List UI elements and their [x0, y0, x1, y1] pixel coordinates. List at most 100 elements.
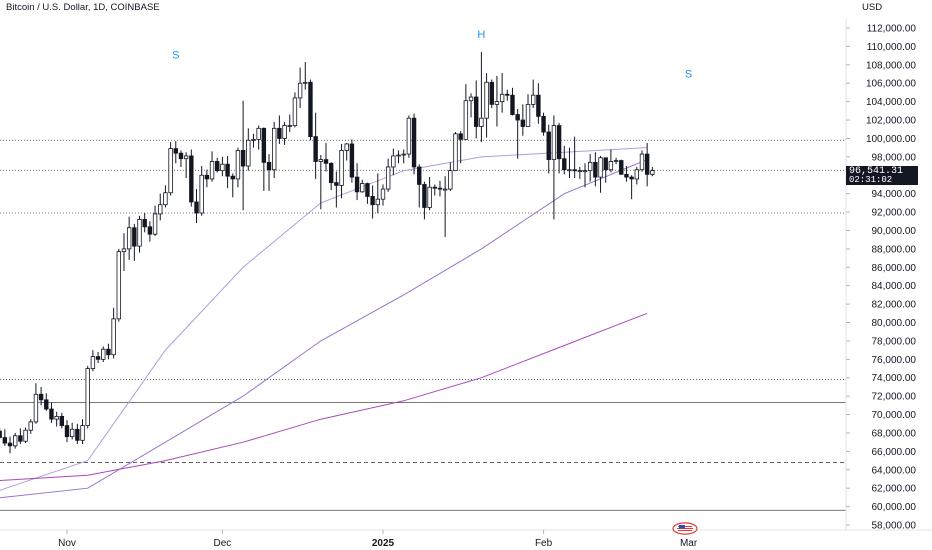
candle-body — [178, 152, 184, 160]
candle-body — [541, 115, 546, 133]
candle-body — [282, 125, 287, 139]
candle-body — [370, 196, 375, 206]
candle-body — [551, 125, 557, 161]
candle — [551, 115, 557, 220]
candle — [266, 154, 272, 191]
candle-body — [183, 155, 189, 160]
candle — [587, 154, 593, 182]
candle-body — [536, 94, 541, 117]
candle — [613, 157, 619, 165]
candle — [199, 166, 204, 216]
time-tick-label: Dec — [214, 538, 232, 549]
price-tick-label: 80,000.00 — [872, 318, 917, 329]
candle-body — [318, 159, 324, 162]
price-tick-label: 108,000.00 — [866, 60, 916, 71]
candle — [235, 147, 241, 188]
candle — [567, 147, 572, 179]
candle — [101, 346, 106, 363]
candle-body — [442, 188, 448, 191]
candle — [121, 233, 127, 271]
last-price: 96,541.31 — [849, 166, 904, 177]
candle — [520, 104, 526, 136]
candle — [142, 212, 147, 233]
candle — [634, 166, 639, 185]
candle — [163, 185, 168, 208]
currency-label[interactable]: USD — [862, 2, 883, 13]
candle — [536, 83, 541, 124]
candle — [354, 163, 360, 201]
candle-body — [531, 94, 536, 105]
candle-body — [499, 93, 505, 103]
moving-average-line — [0, 159, 648, 499]
candle-body — [520, 119, 526, 127]
candle — [277, 115, 282, 144]
candle — [64, 420, 70, 443]
candle — [598, 155, 603, 193]
candle-body — [613, 160, 619, 162]
price-tick-label: 92,000.00 — [872, 208, 917, 219]
candle-body — [510, 94, 515, 115]
candle-body — [603, 157, 608, 171]
candle-body — [246, 139, 251, 167]
price-tick-label: 72,000.00 — [872, 392, 917, 403]
candle-body — [437, 187, 443, 190]
candle — [49, 402, 54, 423]
candle-body — [608, 161, 614, 171]
candle-body — [391, 155, 396, 168]
candle — [427, 177, 432, 211]
candle — [152, 205, 158, 237]
candle — [23, 427, 28, 444]
candle — [90, 350, 96, 372]
candle-body — [215, 161, 220, 172]
candle-body — [132, 227, 137, 247]
candle — [479, 51, 484, 143]
candle-body — [494, 101, 500, 105]
candle-body — [634, 169, 639, 180]
candle-body — [582, 170, 588, 173]
candle — [556, 122, 562, 174]
candle-body — [484, 81, 489, 119]
pattern-label: S — [172, 49, 179, 61]
candle — [137, 215, 142, 253]
candle — [396, 150, 401, 164]
candle — [417, 164, 422, 208]
candle-body — [598, 157, 603, 178]
flag-icon[interactable] — [672, 522, 698, 535]
price-tick-label: 112,000.00 — [867, 24, 917, 35]
candle-body — [328, 162, 334, 184]
candle — [85, 365, 90, 429]
candle-body — [354, 176, 360, 193]
candle — [297, 67, 303, 109]
price-tick-label: 58,000.00 — [872, 521, 917, 532]
price-tick-label: 90,000.00 — [872, 226, 917, 237]
price-tick-label: 70,000.00 — [872, 410, 917, 421]
candle-body — [287, 125, 292, 127]
candle — [339, 143, 344, 199]
candle-body — [556, 125, 562, 160]
candle-body — [432, 186, 437, 189]
candle — [215, 157, 220, 173]
candle — [54, 411, 59, 427]
candle — [173, 141, 178, 164]
candle-body — [173, 148, 178, 154]
candle-body — [12, 435, 18, 447]
candle-body — [427, 186, 432, 208]
candle — [593, 152, 598, 187]
candle — [183, 152, 189, 179]
price-tick-label: 88,000.00 — [872, 244, 917, 255]
candle-body — [28, 421, 33, 431]
candle-body — [90, 356, 96, 369]
candle-body — [230, 175, 235, 180]
candle — [318, 155, 324, 210]
candle — [639, 150, 645, 172]
candle — [525, 94, 531, 127]
candle — [313, 112, 318, 179]
candle — [194, 189, 199, 224]
candle-body — [266, 161, 272, 171]
candle — [328, 162, 334, 190]
price-tick-label: 60,000.00 — [872, 502, 917, 513]
pattern-label: H — [477, 29, 485, 41]
candle-body — [567, 169, 572, 172]
candle-body — [463, 100, 469, 140]
